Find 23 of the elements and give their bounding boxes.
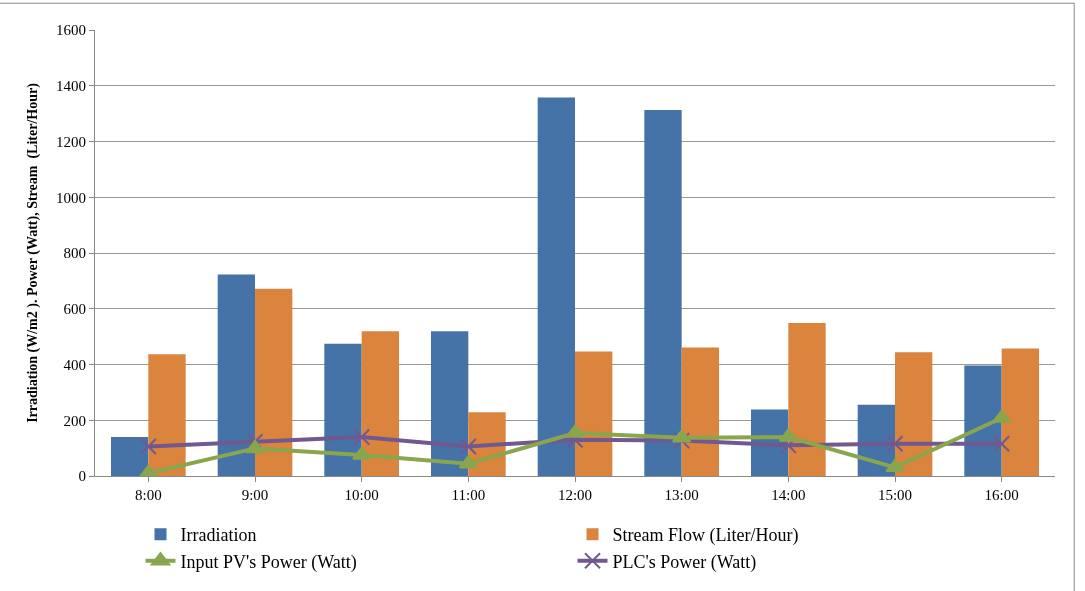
y-tick-label: 200 [63,412,86,429]
legend-label: PLC's Power (Watt) [612,551,757,573]
y-tick-label: 800 [63,245,86,262]
y-tick-label: 1000 [56,189,86,206]
x-tick-label: 14:00 [771,487,806,503]
x-tick-label: 16:00 [984,487,1019,503]
y-tick-label: 0 [78,468,86,485]
y-tick-label: 1200 [56,133,86,150]
x-tick-label: 9:00 [241,487,269,503]
legend-label: Irradiation [180,525,257,546]
y-tick-label: 1600 [56,22,86,39]
x-tick-label: 11:00 [451,487,486,503]
legend-label: Stream Flow (Liter/Hour) [612,525,799,547]
y-axis-title: Irradiation (W/m2 ). Power (Watt), Stream (Liter/Hour) [24,82,41,423]
x-tick-label: 10:00 [344,487,379,503]
y-tick-label: 400 [63,356,86,373]
legend-label: Input PV's Power (Watt) [180,551,357,573]
x-tick-label: 13:00 [664,487,699,503]
y-tick-label: 1400 [56,78,86,94]
x-tick-label: 12:00 [557,487,593,503]
y-tick-label: 600 [63,301,86,317]
x-tick-label: 15:00 [877,487,913,503]
x-tick-label: 8:00 [134,487,162,503]
